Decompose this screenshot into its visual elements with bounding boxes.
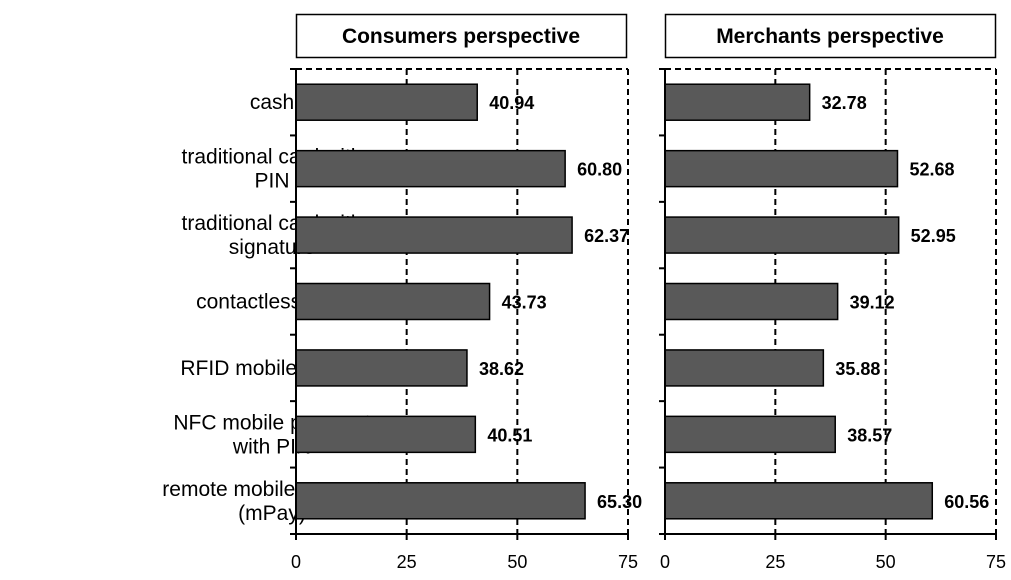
data-label: 35.88 — [835, 359, 880, 379]
data-label: 52.95 — [911, 226, 956, 246]
data-label: 39.12 — [850, 293, 895, 313]
panel-title-box — [664, 13, 997, 59]
data-label: 60.80 — [577, 160, 622, 180]
data-label: 40.94 — [489, 93, 534, 113]
data-label: 52.68 — [909, 160, 954, 180]
x-tick-label: 25 — [765, 552, 785, 572]
x-tick-label: 75 — [618, 552, 638, 572]
bar — [295, 349, 468, 387]
bar — [664, 349, 825, 387]
bar — [664, 282, 839, 321]
data-label: 62.37 — [584, 226, 629, 246]
category-label: cash — [250, 91, 294, 114]
x-tick-label: 75 — [986, 552, 1006, 572]
bar — [295, 149, 566, 188]
category-label: with PIN — [232, 435, 311, 458]
data-label: 40.51 — [487, 425, 532, 445]
bar — [664, 83, 811, 121]
data-label: 60.56 — [944, 492, 989, 512]
bar — [664, 149, 899, 188]
bar — [295, 282, 491, 321]
category-label: (mPay) — [238, 502, 306, 525]
data-label: 38.62 — [479, 359, 524, 379]
bar — [295, 83, 478, 121]
data-label: 32.78 — [822, 93, 867, 113]
x-tick-label: 0 — [660, 552, 670, 572]
bar — [664, 216, 900, 254]
bar — [295, 415, 477, 454]
data-label: 38.57 — [847, 425, 892, 445]
x-tick-label: 25 — [397, 552, 417, 572]
x-tick-label: 50 — [876, 552, 896, 572]
panel-title-box — [295, 13, 628, 59]
x-tick-label: 50 — [507, 552, 527, 572]
x-tick-label: 0 — [291, 552, 301, 572]
data-label: 43.73 — [502, 293, 547, 313]
panel-title: Merchants perspective — [716, 25, 944, 48]
bar — [664, 482, 934, 520]
bar — [295, 482, 586, 520]
bar — [664, 415, 836, 454]
category-label: PIN — [254, 170, 289, 193]
bar — [295, 216, 573, 254]
panel-title: Consumers perspective — [342, 25, 580, 48]
data-label: 65.30 — [597, 492, 642, 512]
category-label: signature — [229, 236, 315, 259]
